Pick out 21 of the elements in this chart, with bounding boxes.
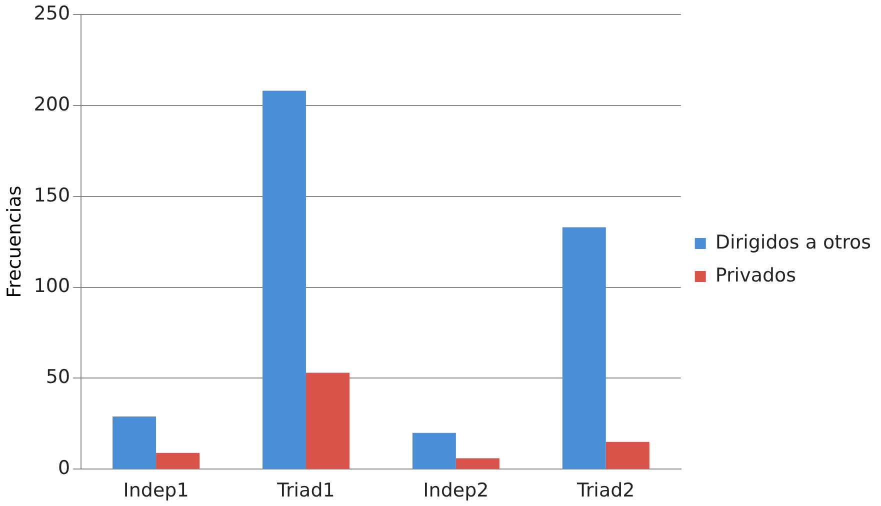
bar [112,416,156,469]
y-tick-label: 150 [34,184,70,206]
legend-label: Privados [715,264,796,286]
y-tick-label: 250 [34,2,70,24]
bar [262,90,306,469]
y-tick-label: 200 [34,93,70,116]
bar [412,432,456,469]
y-axis-title: Frecuencias [3,186,26,298]
x-tick-label: Triad2 [576,480,635,502]
bar [156,452,200,469]
y-tick-label: 0 [58,457,70,480]
bar [606,442,650,469]
bar [306,372,350,469]
x-tick-label: Triad1 [276,480,335,502]
x-tick-label: Indep2 [423,480,489,502]
bar [562,227,606,469]
x-tick-label: Indep1 [123,480,189,502]
bar [456,458,500,469]
y-tick-label: 100 [34,275,70,298]
legend-label: Dirigidos a otros [715,231,872,254]
y-tick-label: 50 [46,366,70,388]
